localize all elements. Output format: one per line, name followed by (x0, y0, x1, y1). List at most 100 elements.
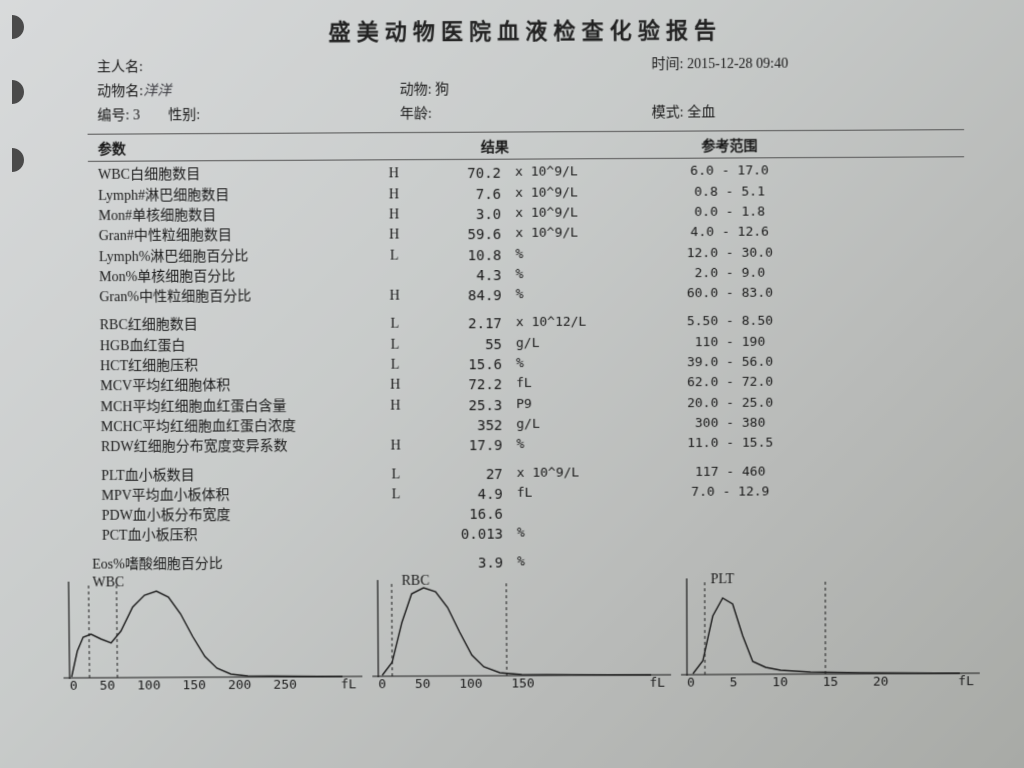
cell-unit: g/L (510, 415, 630, 436)
cell-unit: % (511, 553, 631, 574)
cell-unit: fL (511, 484, 631, 505)
cell-value: 3.0 (419, 205, 509, 226)
cell-ref: 62.0 - 72.0 (630, 374, 830, 395)
cell-unit: % (510, 355, 630, 376)
cell-param: PCT血小板压积 (92, 526, 372, 548)
cell-flag: H (370, 396, 420, 417)
cell-value: 2.17 (420, 315, 510, 336)
cell-flag: H (371, 437, 421, 458)
cell-flag: H (369, 205, 419, 226)
cell-flag (371, 526, 421, 546)
cell-ref (631, 552, 831, 573)
cell-param: RBC红细胞数目 (90, 315, 370, 337)
cell-flag: L (370, 315, 420, 336)
cell-unit (511, 504, 631, 525)
cell-ref: 0.8 - 5.1 (629, 183, 829, 204)
cell-param: HGB血红蛋白 (90, 336, 370, 358)
cell-value: 72.2 (420, 375, 510, 396)
cell-value: 10.8 (419, 246, 509, 267)
cell-flag (371, 505, 421, 525)
cell-value: 55 (420, 335, 510, 356)
cell-value: 3.9 (421, 553, 511, 574)
age-label: 年龄: (400, 106, 432, 121)
table-row: Eos%嗜酸细胞百分比 3.9% (92, 551, 964, 576)
cell-value: 7.6 (419, 184, 509, 205)
cell-param: MCV平均红细胞体积 (90, 376, 370, 398)
cell-unit: P9 (510, 395, 630, 416)
cell-flag: L (371, 465, 421, 485)
animal-name-label: 动物名: (97, 84, 143, 99)
cell-flag: L (371, 485, 421, 505)
cell-param: Gran%中性粒细胞百分比 (89, 287, 369, 309)
axis-tick-label: 150 (183, 678, 207, 693)
cell-ref: 60.0 - 83.0 (630, 285, 830, 306)
cell-unit: x 10^9/L (511, 464, 631, 485)
axis-tick-label: 0 (687, 676, 695, 691)
sex-label: 性别: (168, 108, 200, 123)
cell-ref: 20.0 - 25.0 (630, 394, 830, 415)
axis-tick-label: 50 (415, 677, 431, 692)
cell-flag: H (369, 165, 419, 186)
cell-unit: % (510, 286, 630, 307)
report-title: 盛美动物医院血液检查化验报告 (56, 11, 994, 48)
cell-value: 352 (420, 416, 510, 437)
cell-value: 70.2 (419, 164, 509, 185)
cell-param: WBC白细胞数目 (88, 165, 369, 187)
cell-unit: x 10^9/L (509, 163, 629, 184)
cell-ref: 39.0 - 56.0 (630, 353, 830, 374)
chart-rbc-label: RBC (402, 574, 430, 590)
axis-tick-label: fL (649, 676, 665, 691)
animal-name-value: 洋洋 (143, 84, 171, 99)
time-value: 2015-12-28 09:40 (687, 57, 788, 73)
axis-tick-label: 10 (772, 675, 788, 690)
cell-flag: L (370, 335, 420, 356)
chart-wbc-label: WBC (92, 575, 124, 591)
animal-value: 狗 (435, 82, 449, 97)
axis-tick-label: 200 (228, 678, 252, 693)
cell-param: Mon%单核细胞百分比 (89, 267, 369, 289)
cell-ref: 5.50 - 8.50 (630, 313, 830, 334)
id-value: 3 (133, 108, 140, 123)
axis-tick-label: 5 (730, 675, 738, 690)
cell-ref (631, 503, 831, 524)
cell-value: 0.013 (421, 525, 511, 546)
cell-value: 27 (421, 464, 511, 485)
axis-tick-label: 100 (459, 677, 482, 692)
cell-ref: 11.0 - 15.5 (630, 435, 830, 456)
cell-ref: 6.0 - 17.0 (629, 162, 830, 183)
cell-flag (370, 416, 420, 437)
time-label: 时间: (652, 57, 684, 72)
col-result: 结果 (419, 137, 509, 158)
cell-param: MPV平均血小板体积 (91, 485, 371, 507)
cell-param: Gran#中性粒细胞数目 (89, 226, 370, 248)
cell-value: 84.9 (420, 286, 510, 307)
cell-param: MCH平均红细胞血红蛋白含量 (90, 396, 370, 418)
cell-unit: fL (510, 375, 630, 396)
owner-label: 主人名: (97, 60, 143, 75)
axis-tick-label: 0 (70, 679, 78, 694)
cell-param: Mon#单核细胞数目 (88, 206, 369, 228)
header-info: 主人名: 动物名:洋洋 编号: 3 性别: 动物: 狗 年龄: 时间: 2015… (97, 52, 954, 128)
cell-value: 59.6 (419, 225, 509, 246)
cell-param: Eos%嗜酸细胞百分比 (92, 554, 371, 576)
cell-flag: L (370, 356, 420, 377)
cell-param: PLT血小板数目 (91, 465, 371, 487)
cell-ref: 12.0 - 30.0 (630, 244, 830, 265)
id-label: 编号: (97, 108, 129, 123)
cell-value: 4.3 (419, 266, 509, 287)
cell-value: 25.3 (420, 396, 510, 417)
cell-param: Lymph#淋巴细胞数目 (88, 185, 369, 207)
mode-label: 模式: (652, 105, 684, 120)
cell-unit: % (510, 265, 630, 286)
table-header: 参数 结果 参考范围 (88, 135, 964, 160)
axis-tick-label: 150 (511, 677, 534, 692)
cell-value: 15.6 (420, 355, 510, 376)
cell-flag: H (369, 185, 419, 206)
cell-unit: % (510, 436, 630, 457)
chart-plt: PLT 05101520fL (681, 575, 980, 691)
cell-param: Lymph%淋巴细胞百分比 (89, 246, 370, 268)
axis-tick-label: 20 (873, 675, 889, 690)
cell-unit: % (509, 245, 629, 266)
charts-row: WBC 050100150200250fL RBC 050100150fL (63, 575, 974, 694)
cell-ref: 110 - 190 (630, 333, 830, 354)
